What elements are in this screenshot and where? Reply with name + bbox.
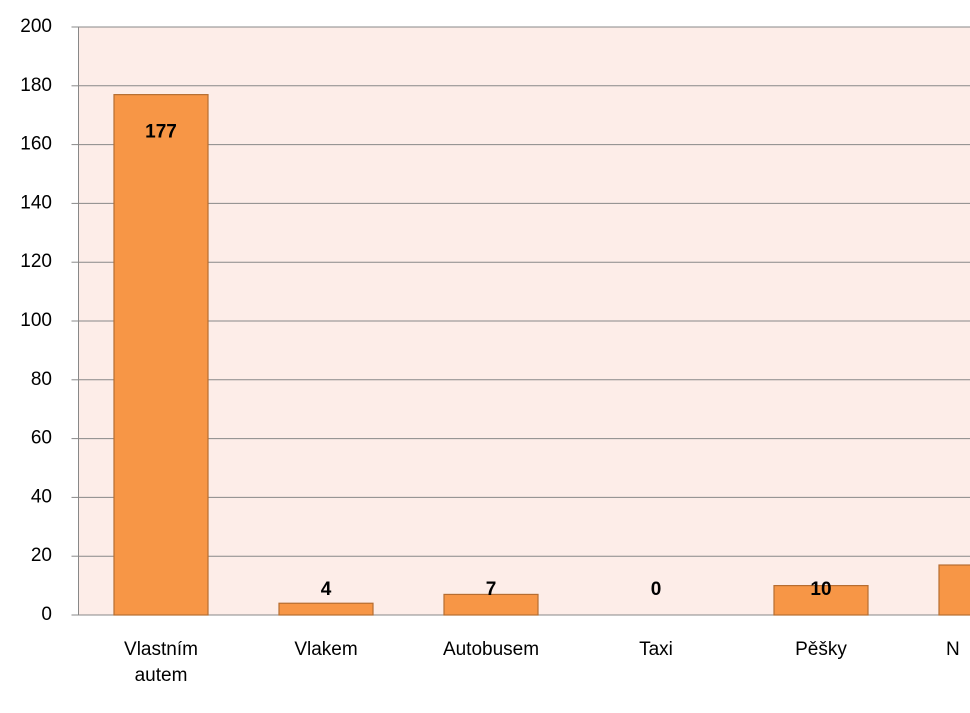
data-label: 0 — [651, 579, 662, 600]
y-tick-label: 140 — [20, 192, 52, 213]
y-tick-label: 100 — [20, 310, 52, 331]
bar — [773, 584, 869, 616]
bar — [443, 593, 539, 616]
y-tick-label: 20 — [31, 545, 52, 566]
x-tick-label: Vlakem — [294, 639, 358, 660]
y-tick-label: 180 — [20, 75, 52, 96]
x-tick-label: N — [946, 639, 960, 660]
bar — [278, 602, 374, 616]
y-tick-label: 200 — [20, 16, 52, 37]
y-tick-label: 120 — [20, 251, 52, 272]
bar — [113, 94, 209, 616]
bar — [938, 564, 970, 616]
data-label: 177 — [145, 122, 177, 143]
y-tick-label: 80 — [31, 369, 52, 390]
x-tick-label: Pěšky — [795, 639, 847, 660]
y-tick-label: 60 — [31, 428, 52, 449]
x-tick-label: Taxi — [639, 639, 673, 660]
data-label: 7 — [486, 579, 497, 600]
y-tick-label: 40 — [31, 486, 52, 507]
x-tick-label: Vlastním autem — [124, 639, 198, 686]
data-label: 10 — [810, 579, 831, 600]
data-label: 4 — [321, 579, 332, 600]
x-tick-label: Autobusem — [442, 639, 540, 660]
y-tick-label: 0 — [41, 604, 52, 625]
y-tick-label: 160 — [20, 134, 52, 155]
